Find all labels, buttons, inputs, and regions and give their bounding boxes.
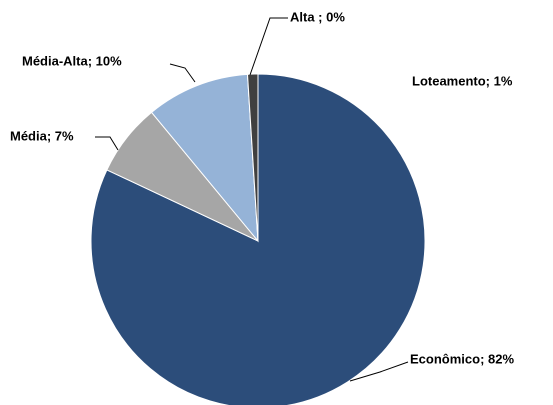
leader-line [95,136,119,151]
data-label: Econômico; 82% [410,351,514,366]
leader-line [249,17,288,76]
data-label: Média; 7% [10,128,74,143]
data-label: Alta ; 0% [290,9,345,24]
data-label: Média-Alta; 10% [22,53,122,68]
leader-line [169,63,196,83]
pie-slice [246,73,259,242]
pie-slice [90,73,426,405]
leader-line [349,361,409,382]
pie-slice [150,73,259,243]
data-label: Loteamento; 1% [412,73,513,88]
